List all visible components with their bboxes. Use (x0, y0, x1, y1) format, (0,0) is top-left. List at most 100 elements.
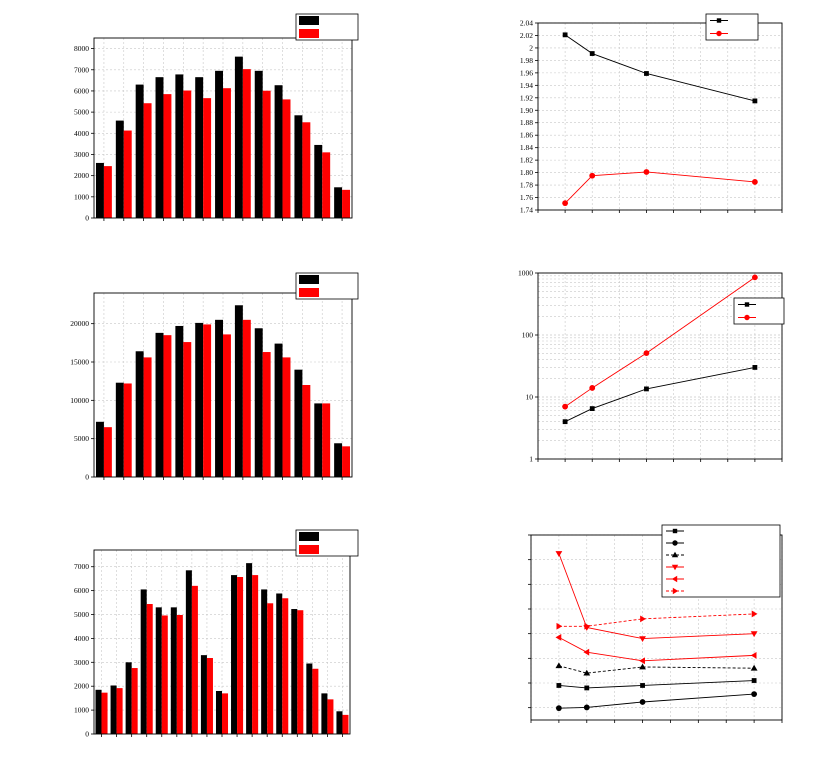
bar-milp-17 (342, 714, 349, 734)
bar-a-axes (93, 37, 353, 219)
y-tick-label: 1.76 (520, 193, 533, 202)
data-point (639, 663, 646, 670)
bar-lp-10 (274, 343, 283, 477)
bar-milp-4 (163, 335, 172, 477)
bar-milp-11 (252, 575, 259, 734)
data-point (640, 683, 645, 688)
legend-swatch (299, 532, 319, 541)
data-point (752, 365, 758, 370)
bar-milp-2 (123, 130, 132, 218)
data-point (555, 705, 562, 712)
bar-milp-5 (183, 342, 192, 477)
bar-milp-8 (242, 319, 251, 477)
data-point (750, 651, 757, 659)
bar-milp-2 (123, 383, 132, 477)
bar-milp-7 (223, 88, 231, 218)
data-point (584, 622, 591, 630)
bar-lp-1 (95, 689, 102, 734)
bar-milp-6 (203, 98, 212, 218)
y-tick-label: 2 (529, 43, 533, 52)
legend-marker (671, 551, 679, 558)
y-tick-label: 10000 (70, 396, 89, 405)
legend-box (661, 524, 781, 598)
data-point (555, 551, 563, 557)
legend-marker (744, 314, 750, 321)
y-tick-label: 1000 (74, 706, 89, 715)
bar-milp-13 (282, 598, 289, 734)
bar-lp-4 (155, 77, 164, 218)
data-point (556, 683, 562, 688)
y-tick-label: 6000 (74, 86, 89, 95)
y-tick-label: 4000 (74, 129, 89, 138)
data-point (583, 669, 591, 676)
bar-lp-12 (314, 403, 323, 477)
bar-milp-2 (116, 688, 123, 734)
data-point (562, 200, 569, 207)
y-tick-label: 3000 (74, 658, 89, 667)
bar-lp-12 (261, 589, 268, 734)
data-point (555, 662, 563, 669)
bar-milp-6 (176, 614, 183, 734)
data-point (584, 685, 590, 691)
bar-milp-8 (242, 69, 251, 218)
data-point (639, 636, 646, 642)
bar-milp-10 (237, 577, 244, 734)
y-tick-label: 1.74 (520, 206, 533, 215)
bar-lp-5 (175, 325, 184, 477)
bar-milp-11 (302, 122, 311, 218)
y-tick-label: 3000 (74, 150, 89, 159)
y-tick-label: 2.04 (520, 19, 533, 28)
legend-swatch (299, 16, 319, 25)
y-tick-label: 5000 (74, 434, 89, 443)
y-tick-label: 1.94 (520, 81, 533, 90)
bar-milp-14 (297, 610, 304, 734)
bar-lp-2 (115, 382, 124, 477)
y-tick-label: 7000 (74, 562, 89, 571)
bar-milp-7 (223, 334, 231, 477)
line-a-chart: 1.74 1.76 1.78 1.80 1.82 1.84 1.86 1.88 1.90 1.92… (520, 13, 783, 215)
bar-milp-15 (312, 668, 319, 734)
y-tick-label: 5000 (74, 610, 89, 619)
bar-lp-13 (276, 593, 283, 734)
y-tick-label: 0 (85, 214, 89, 223)
bar-lp-6 (195, 322, 204, 477)
legend-marker (672, 587, 679, 595)
bar-lp-12 (314, 144, 323, 218)
bar-lp-13 (334, 187, 343, 218)
bar-a-chart: 0 1000 2000 3000 4000 5000 6000 7000 8000 (74, 13, 359, 223)
series-line-0 (558, 680, 755, 689)
legend-marker (672, 540, 678, 546)
data-point (562, 32, 568, 38)
bar-milp-3 (131, 668, 138, 734)
bar-lp-3 (125, 662, 132, 734)
data-point (752, 98, 758, 104)
legend-marker (671, 564, 679, 571)
bar-milp-6 (203, 324, 212, 477)
legend-swatch (299, 545, 319, 554)
data-point (562, 419, 568, 425)
y-tick-label: 1.90 (520, 106, 533, 115)
line-c-chart (528, 524, 783, 723)
y-tick-label: 10 (526, 393, 534, 402)
bar-milp-10 (282, 357, 291, 477)
data-point (639, 657, 645, 665)
series-line-1 (564, 171, 755, 204)
bar-milp-1 (103, 166, 112, 218)
data-point (751, 274, 758, 281)
bar-milp-16 (327, 699, 334, 734)
legend-marker (672, 528, 678, 534)
data-point (640, 615, 646, 623)
bar-lp-8 (200, 655, 207, 734)
bar-lp-1 (95, 162, 104, 218)
y-tick-label: 100 (522, 331, 534, 340)
series-line-0 (564, 366, 755, 423)
data-point (750, 664, 758, 671)
line-b-axes (537, 272, 783, 460)
line-b-chart: 1 10 100 1000 (518, 269, 785, 464)
bar-lp-15 (306, 663, 313, 734)
data-point (589, 406, 595, 411)
series-line-1 (564, 277, 756, 407)
y-tick-label: 1000 (518, 269, 533, 278)
data-point (644, 71, 649, 76)
